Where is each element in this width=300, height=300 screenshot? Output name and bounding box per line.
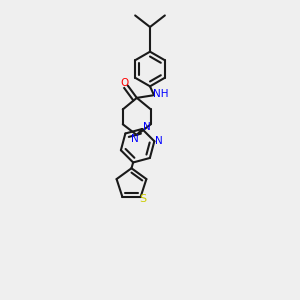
Text: N: N — [155, 136, 163, 146]
Text: S: S — [140, 194, 147, 204]
Text: NH: NH — [153, 89, 169, 99]
Text: O: O — [120, 78, 128, 88]
Text: N: N — [143, 122, 151, 133]
Text: N: N — [131, 134, 139, 144]
